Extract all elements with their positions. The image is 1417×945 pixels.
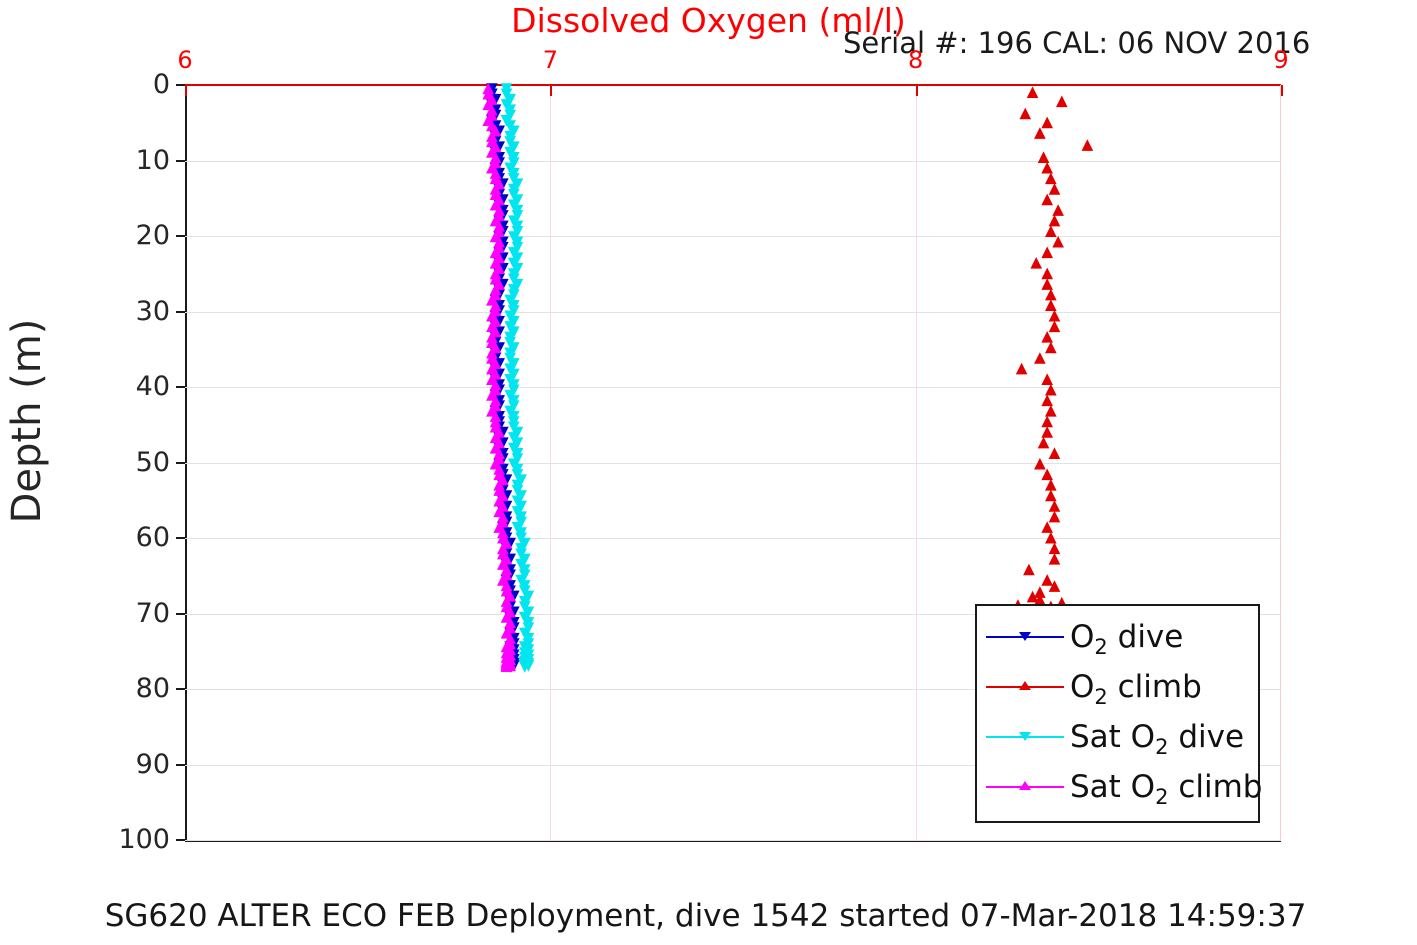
legend-label-sat-o2-climb: Sat O2 climb: [1070, 768, 1263, 809]
chart-title: Dissolved Oxygen (ml/l): [511, 1, 906, 40]
x-tick-label: 7: [542, 46, 558, 74]
gridline-vertical: [915, 85, 917, 840]
x-tick-label: 9: [1273, 46, 1289, 74]
series-sat-o2-dive: [500, 83, 535, 673]
legend-label-o2-climb: O2 climb: [1070, 668, 1202, 709]
y-tick-label: 60: [135, 522, 170, 553]
legend-swatch-sat-o2-climb: [986, 776, 1064, 798]
triangle-up-icon: [1019, 681, 1031, 690]
y-tick-label: 70: [135, 597, 170, 629]
gridline-horizontal: [185, 387, 1281, 388]
gridline-horizontal: [185, 538, 1281, 539]
y-tick-mark: [176, 537, 185, 539]
y-tick-mark: [176, 386, 185, 388]
gridline-horizontal: [185, 311, 1281, 313]
series-sat-o2-climb: [482, 82, 516, 672]
legend-swatch-o2-dive: [986, 626, 1064, 648]
legend-label-o2-dive: O2 dive: [1070, 618, 1184, 659]
gridline-horizontal: [185, 613, 1281, 615]
y-tick-label: 30: [135, 295, 170, 327]
y-tick-label: 20: [135, 220, 170, 251]
x-tick-mark: [185, 85, 187, 96]
legend-label-sat-o2-dive: Sat O2 dive: [1070, 718, 1245, 759]
x-tick-mark: [1281, 85, 1283, 96]
y-tick-mark: [176, 159, 185, 162]
gridline-horizontal: [185, 689, 1281, 690]
y-tick-mark: [176, 839, 185, 841]
plot-bottom-border: [185, 840, 1281, 842]
y-tick-label: 10: [135, 144, 170, 176]
gridline-horizontal: [185, 840, 1281, 841]
y-tick-mark: [176, 310, 185, 313]
y-tick-label: 80: [135, 673, 170, 704]
triangle-down-icon: [1019, 632, 1031, 641]
figure-caption: SG620 ALTER ECO FEB Deployment, dive 154…: [104, 898, 1307, 934]
gridline-horizontal: [185, 160, 1281, 162]
legend-swatch-o2-climb: [986, 676, 1064, 698]
y-tick-label: 50: [135, 446, 170, 478]
y-tick-label: 0: [152, 69, 170, 100]
legend-swatch-sat-o2-dive: [986, 726, 1064, 748]
y-tick-mark: [176, 84, 185, 86]
x-tick-mark: [915, 85, 918, 96]
y-axis-label: Depth (m): [4, 318, 50, 524]
y-tick-mark: [176, 461, 185, 464]
gridline-horizontal: [185, 764, 1281, 766]
gridline-horizontal: [185, 236, 1281, 237]
series-o2-dive: [486, 83, 520, 673]
x-tick-label: 8: [908, 46, 924, 74]
y-tick-mark: [176, 235, 185, 237]
x-axis-line: [185, 84, 1281, 86]
y-tick-mark: [176, 763, 185, 766]
legend-item[interactable]: O2 climb: [977, 662, 1258, 712]
gridline-vertical: [550, 85, 552, 840]
gridline-horizontal: [185, 462, 1281, 464]
y-tick-label: 100: [118, 824, 170, 855]
triangle-down-icon: [1019, 732, 1031, 741]
legend-item[interactable]: O2 dive: [977, 612, 1258, 662]
y-tick-mark: [176, 612, 185, 615]
serial-cal-annotation: Serial #: 196 CAL: 06 NOV 2016: [843, 26, 1311, 60]
legend-item[interactable]: Sat O2 climb: [977, 762, 1262, 812]
legend-item[interactable]: Sat O2 dive: [977, 712, 1258, 762]
legend: O2 dive O2 climb Sat O2 dive Sat O2 clim…: [975, 604, 1262, 823]
triangle-up-icon: [1019, 781, 1031, 790]
y-tick-label: 40: [135, 371, 170, 402]
x-tick-label: 6: [177, 46, 193, 74]
y-tick-label: 90: [135, 748, 170, 780]
y-tick-mark: [176, 688, 185, 690]
x-tick-mark: [550, 85, 553, 96]
